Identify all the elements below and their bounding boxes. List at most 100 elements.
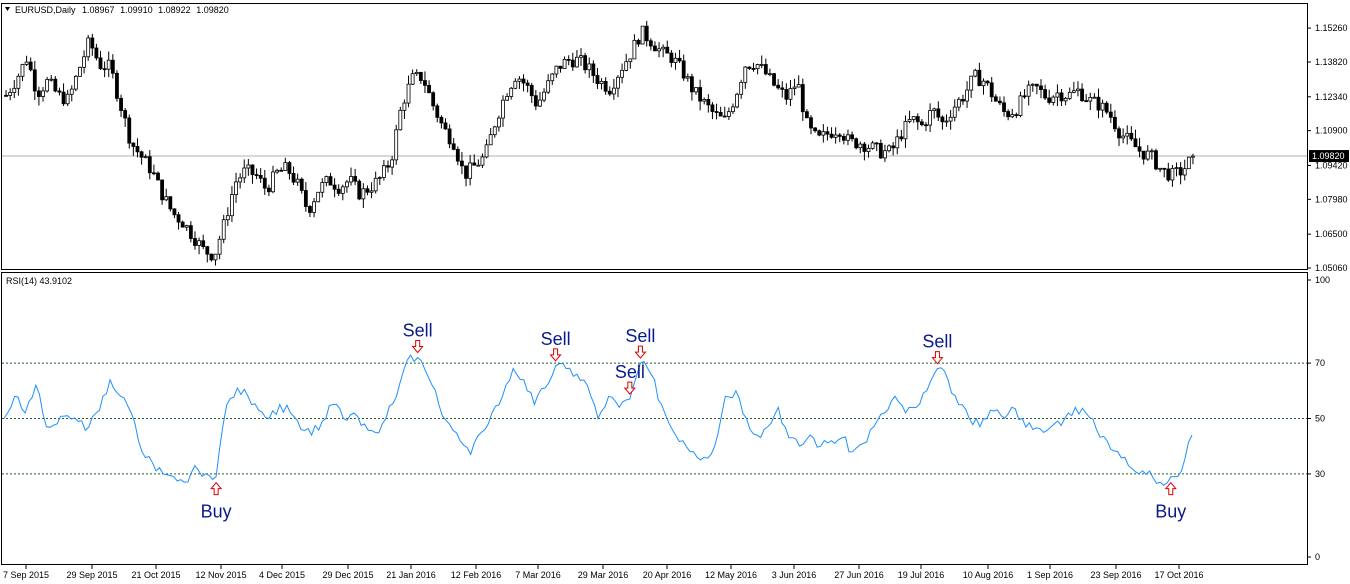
- candle: [1113, 110, 1117, 133]
- candle: [365, 185, 370, 196]
- candle: [657, 42, 661, 58]
- candle: [690, 73, 694, 101]
- candle: [476, 159, 481, 167]
- candle: [115, 70, 119, 102]
- candle: [447, 124, 452, 149]
- candle: [262, 169, 267, 195]
- candle: [796, 75, 801, 88]
- candle: [763, 58, 768, 76]
- candle: [369, 182, 374, 199]
- candle: [1166, 162, 1171, 182]
- candle: [883, 144, 887, 162]
- candle: [583, 52, 588, 74]
- candle: [488, 128, 493, 146]
- candle: [94, 43, 99, 61]
- rsi-tick-label: 50: [1315, 414, 1325, 424]
- candle: [1047, 89, 1052, 105]
- candle: [521, 74, 526, 92]
- candle: [119, 94, 123, 117]
- candle: [599, 78, 604, 90]
- candle: [324, 175, 329, 187]
- candle: [275, 168, 280, 174]
- candle: [1022, 89, 1027, 99]
- candle: [800, 78, 805, 121]
- candle: [726, 107, 731, 121]
- time-tick-label: 7 Mar 2016: [515, 570, 561, 580]
- candle: [110, 54, 115, 79]
- candle: [755, 63, 760, 75]
- candle: [936, 101, 941, 122]
- candle: [168, 196, 173, 212]
- candle: [784, 83, 789, 105]
- rsi-levels: [2, 362, 1307, 475]
- candle: [398, 106, 403, 131]
- candle: [739, 79, 744, 99]
- candle: [230, 186, 234, 223]
- candle: [1170, 164, 1175, 187]
- candle: [1084, 94, 1089, 103]
- rsi-tick-label: 30: [1315, 469, 1325, 479]
- collapse-triangle-icon[interactable]: [5, 7, 10, 11]
- candle: [32, 60, 37, 101]
- ohlc-open: 1.08967: [82, 5, 115, 15]
- candle: [464, 165, 468, 187]
- candle: [895, 129, 900, 155]
- candle: [989, 77, 994, 102]
- rsi-title: RSI(14) 43.9102: [6, 276, 72, 286]
- candle: [644, 20, 649, 47]
- candle: [632, 34, 637, 60]
- price-tick-label: 1.12340: [1315, 92, 1348, 102]
- candle: [49, 75, 54, 82]
- time-tick-label: 12 Feb 2016: [451, 570, 502, 580]
- candle: [529, 82, 534, 104]
- candle: [616, 75, 620, 98]
- candle: [570, 52, 575, 71]
- candle: [139, 150, 144, 165]
- candle: [661, 44, 666, 58]
- time-tick-label: 1 Sep 2016: [1027, 570, 1073, 580]
- candle: [558, 65, 563, 73]
- candle: [152, 164, 156, 176]
- candle: [57, 87, 62, 96]
- candle: [98, 50, 103, 70]
- candle: [772, 73, 776, 87]
- candle: [492, 125, 497, 138]
- candle: [673, 52, 678, 70]
- candle: [176, 211, 181, 230]
- candle: [8, 88, 13, 101]
- candle: [484, 139, 489, 159]
- buy-signal: Buy: [201, 481, 232, 522]
- candle: [566, 55, 571, 66]
- candle: [907, 110, 912, 124]
- candle: [850, 131, 854, 142]
- candle: [903, 115, 908, 148]
- candle: [595, 68, 600, 89]
- symbol-label: EURUSD,Daily: [15, 5, 76, 15]
- candle: [127, 114, 132, 149]
- candle: [73, 75, 78, 92]
- price-tick-label: 1.06500: [1315, 229, 1348, 239]
- candle: [320, 178, 325, 198]
- candle: [308, 204, 312, 218]
- sell-signal: Sell: [403, 321, 433, 354]
- candle: [1137, 138, 1142, 158]
- candle: [250, 164, 255, 184]
- candle: [201, 234, 206, 250]
- rsi-tick-label: 70: [1315, 358, 1325, 368]
- candle: [271, 165, 275, 194]
- down-arrow-icon: [411, 340, 424, 354]
- candle: [340, 184, 345, 201]
- candle: [20, 63, 25, 81]
- candle: [131, 142, 136, 156]
- price-tick-label: 1.09420: [1315, 160, 1348, 170]
- candle: [1145, 145, 1150, 161]
- candle: [607, 86, 612, 97]
- candle: [1039, 79, 1043, 99]
- candle: [1191, 153, 1195, 165]
- candle: [180, 220, 185, 228]
- candle: [303, 182, 308, 212]
- candle: [1080, 83, 1084, 102]
- sell-signal: Sell: [625, 326, 655, 359]
- candle: [747, 66, 752, 70]
